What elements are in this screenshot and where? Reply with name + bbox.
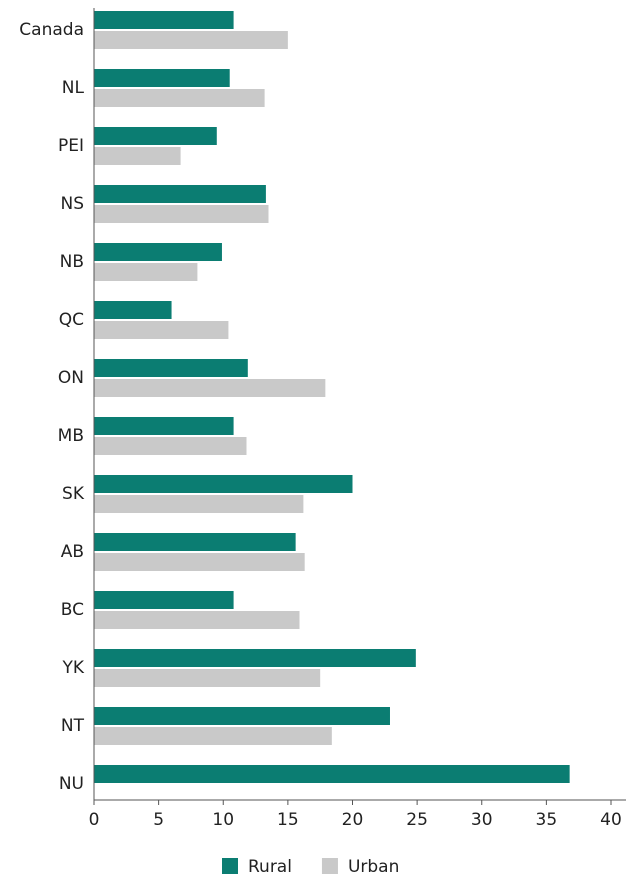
bar <box>94 11 234 29</box>
bar <box>94 765 570 783</box>
bar <box>94 437 247 455</box>
legend-swatch <box>321 858 338 874</box>
x-tick-label: 5 <box>153 810 164 830</box>
bar <box>94 379 326 397</box>
bar <box>94 243 222 261</box>
x-tick-label: 0 <box>89 810 100 830</box>
x-tick-label: 20 <box>342 810 364 830</box>
x-tick-label: 15 <box>277 810 299 830</box>
bar <box>94 727 332 745</box>
bar <box>94 649 416 667</box>
bar <box>94 495 304 513</box>
y-tick-label: ON <box>58 368 84 388</box>
bar <box>94 591 234 609</box>
bar <box>94 263 198 281</box>
x-tick-label: 25 <box>406 810 428 830</box>
y-tick-label: MB <box>58 426 84 446</box>
bar <box>94 205 269 223</box>
y-tick-label: Canada <box>19 20 84 40</box>
bar <box>94 31 288 49</box>
bar <box>94 417 234 435</box>
bar <box>94 533 296 551</box>
bar <box>94 147 181 165</box>
y-tick-label: NU <box>59 774 84 794</box>
y-tick-label: QC <box>59 310 84 330</box>
y-tick-label: SK <box>62 484 85 504</box>
y-tick-label: YK <box>61 658 84 678</box>
x-tick-label: 10 <box>212 810 234 830</box>
bar <box>94 611 300 629</box>
y-tick-label: BC <box>61 600 84 620</box>
bar <box>94 553 305 571</box>
bar <box>94 707 390 725</box>
x-tick-label: 40 <box>600 810 622 830</box>
bar <box>94 185 266 203</box>
legend-label: Urban <box>348 857 399 877</box>
bar <box>94 301 172 319</box>
y-tick-label: AB <box>61 542 84 562</box>
bar <box>94 669 321 687</box>
x-tick-label: 30 <box>471 810 493 830</box>
legend-swatch <box>222 858 238 874</box>
y-tick-label: NS <box>60 194 84 214</box>
x-tick-label: 35 <box>536 810 558 830</box>
bar <box>94 359 248 377</box>
bar <box>94 89 265 107</box>
y-tick-label: NB <box>60 252 84 272</box>
legend-label: Rural <box>248 857 292 877</box>
bar <box>94 321 229 339</box>
bar <box>94 475 353 493</box>
y-tick-label: PEI <box>58 136 84 156</box>
y-tick-label: NL <box>62 78 85 98</box>
y-tick-label: NT <box>61 716 85 736</box>
bar <box>94 127 217 145</box>
bar <box>94 69 230 87</box>
